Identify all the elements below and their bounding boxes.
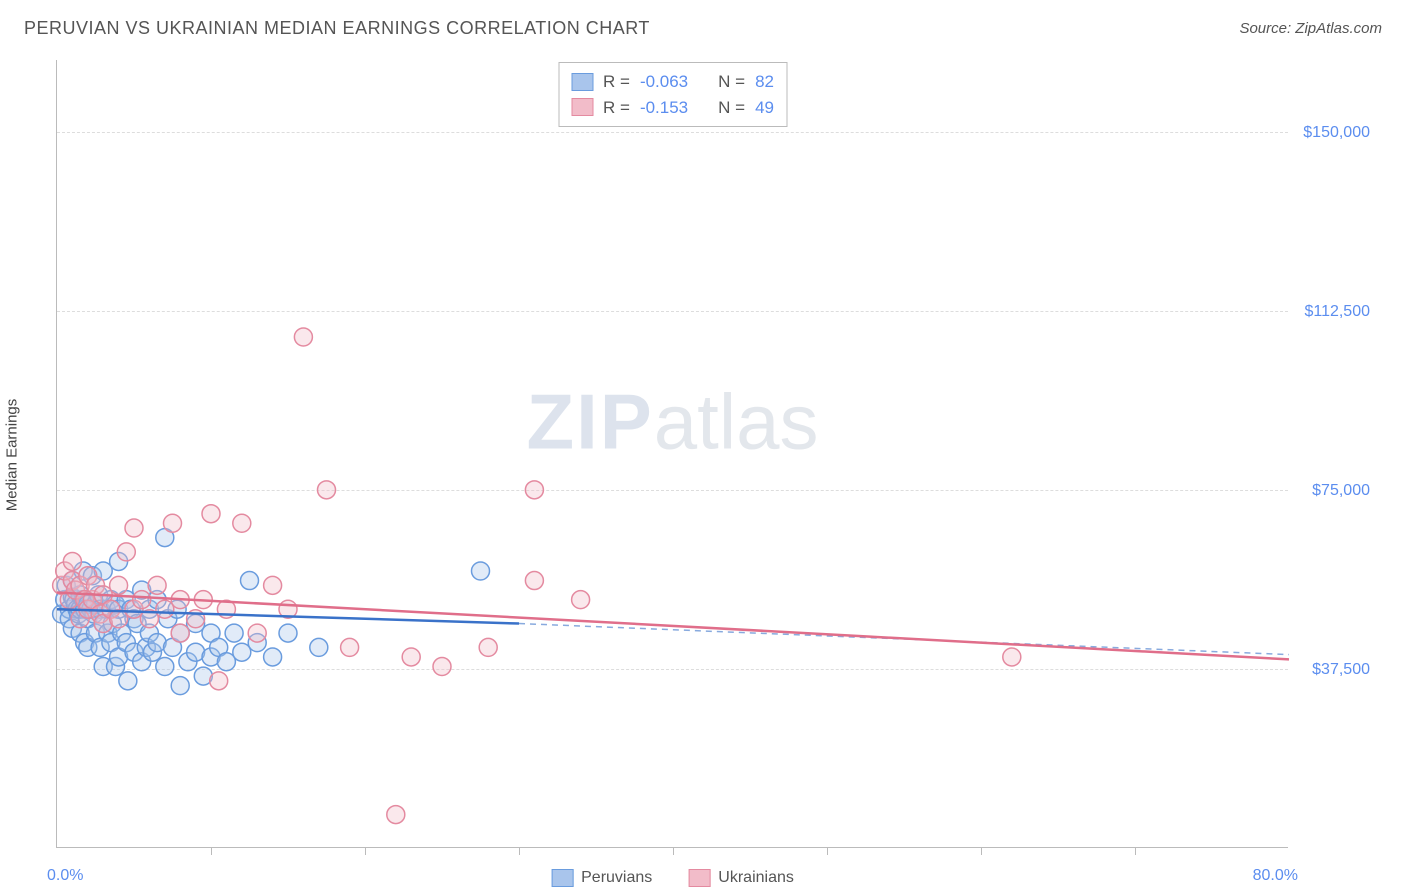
swatch-peruvians [551,869,573,887]
r-label: R = [603,95,630,121]
x-tick [981,847,982,855]
data-point [294,328,312,346]
data-point [248,624,266,642]
data-point [572,591,590,609]
data-point [164,514,182,532]
y-tick-label: $150,000 [1303,124,1370,142]
r-label: R = [603,69,630,95]
x-tick [827,847,828,855]
x-min-label: 0.0% [47,867,83,885]
r-value-0: -0.063 [640,69,688,95]
data-point [279,624,297,642]
data-point [148,576,166,594]
header: PERUVIAN VS UKRAINIAN MEDIAN EARNINGS CO… [0,0,1406,47]
data-point [264,648,282,666]
swatch-ukrainians [688,869,710,887]
n-label: N = [718,95,745,121]
data-point [525,481,543,499]
n-label: N = [718,69,745,95]
data-point [119,672,137,690]
data-point [63,552,81,570]
n-value-0: 82 [755,69,774,95]
data-point [525,572,543,590]
x-tick [673,847,674,855]
n-value-1: 49 [755,95,774,121]
data-point [433,658,451,676]
data-point [233,514,251,532]
data-point [310,638,328,656]
x-tick [365,847,366,855]
data-point [125,519,143,537]
swatch-peruvians [571,73,593,91]
data-point [171,624,189,642]
data-point [202,505,220,523]
x-tick [519,847,520,855]
data-point [210,672,228,690]
legend-item-ukrainians: Ukrainians [688,869,794,887]
legend-label-1: Ukrainians [718,869,794,887]
data-point [171,677,189,695]
data-point [318,481,336,499]
legend-item-peruvians: Peruvians [551,869,652,887]
data-point [1003,648,1021,666]
stats-row-0: R = -0.063 N = 82 [571,69,774,95]
chart-container: Median Earnings ZIPatlas $37,500$75,000$… [56,60,1376,850]
data-point [133,591,151,609]
y-tick-label: $37,500 [1312,661,1370,679]
data-point [402,648,420,666]
stats-row-1: R = -0.153 N = 49 [571,95,774,121]
data-point [472,562,490,580]
y-axis-label: Median Earnings [4,399,21,512]
y-tick-label: $112,500 [1304,303,1370,321]
data-point [110,576,128,594]
data-point [479,638,497,656]
swatch-ukrainians [571,98,593,116]
legend-label-0: Peruvians [581,869,652,887]
data-point [225,624,243,642]
data-point [387,806,405,824]
source-credit: Source: ZipAtlas.com [1239,20,1382,37]
data-point [156,658,174,676]
data-point [117,543,135,561]
y-tick-label: $75,000 [1312,482,1370,500]
data-point [341,638,359,656]
bottom-legend: Peruvians Ukrainians [551,869,794,887]
r-value-1: -0.153 [640,95,688,121]
x-tick [211,847,212,855]
plot-svg [57,60,1288,847]
chart-title: PERUVIAN VS UKRAINIAN MEDIAN EARNINGS CO… [24,18,650,39]
data-point [264,576,282,594]
x-tick [1135,847,1136,855]
stats-legend: R = -0.063 N = 82 R = -0.153 N = 49 [558,62,787,127]
plot-area: ZIPatlas $37,500$75,000$112,500$150,000 … [56,60,1288,848]
data-point [241,572,259,590]
x-max-label: 80.0% [1253,867,1298,885]
